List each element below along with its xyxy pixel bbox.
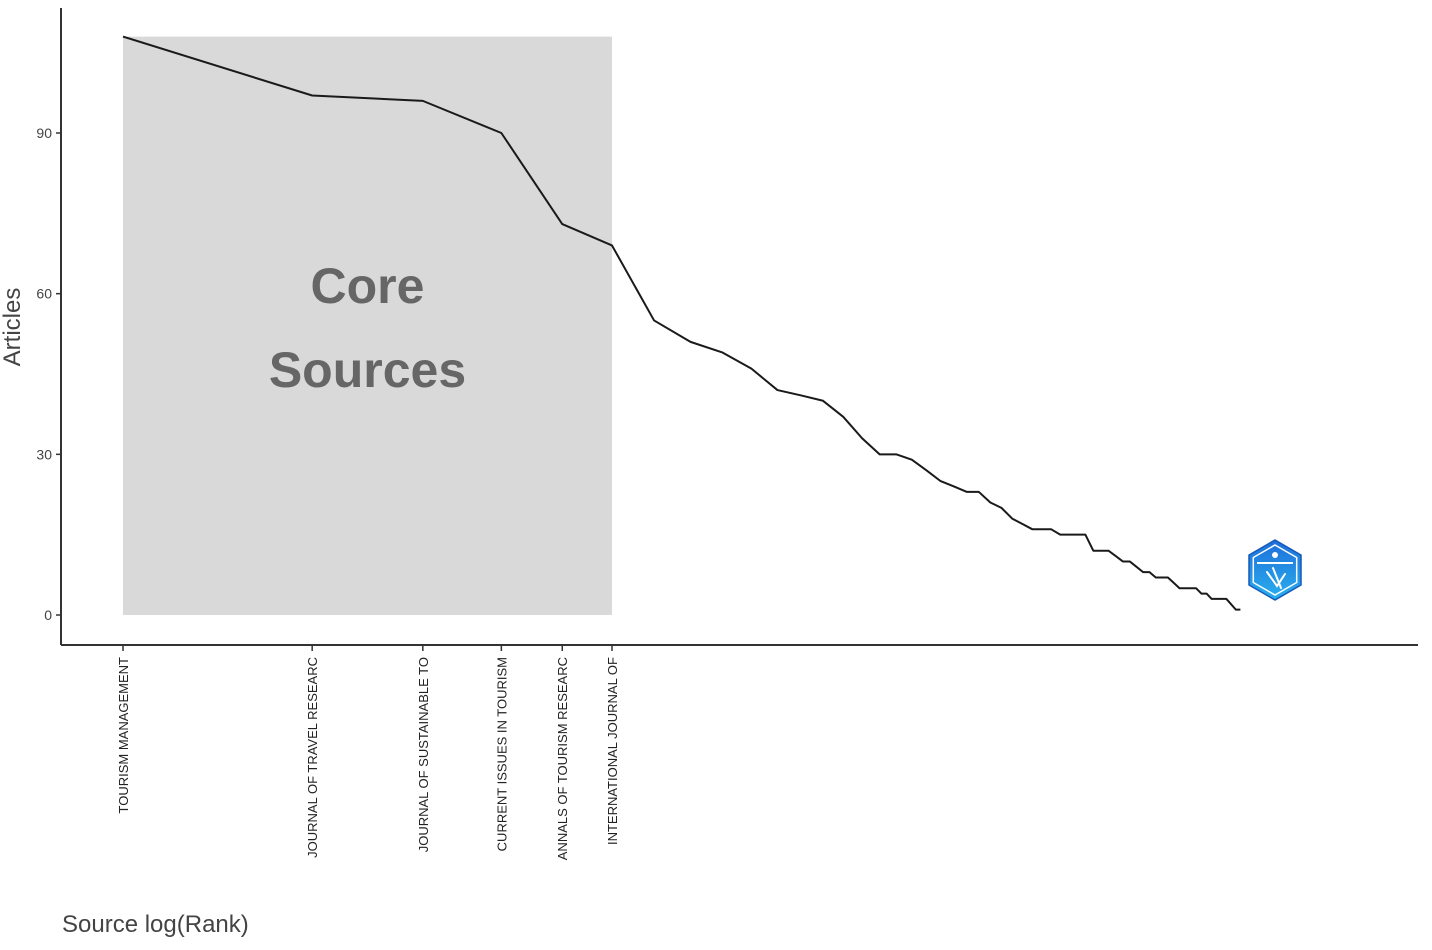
x-axis-ticks: TOURISM MANAGEMENT JOURNAL OF TRAVEL RESE… bbox=[116, 645, 620, 860]
x-axis-title: Source log(Rank) bbox=[62, 911, 249, 938]
x-tick-label: JOURNAL OF SUSTAINABLE TO bbox=[416, 657, 431, 852]
logo-hexagon-inner bbox=[1252, 544, 1298, 596]
core-sources-rect bbox=[123, 36, 612, 616]
core-sources-label-line: Sources bbox=[269, 342, 466, 398]
x-tick-label: ANNALS OF TOURISM RESEARC bbox=[555, 657, 570, 860]
core-sources-region: Core Sources bbox=[123, 36, 612, 616]
x-tick-label: INTERNATIONAL JOURNAL OF bbox=[605, 657, 620, 845]
logo-hexagon-outer bbox=[1248, 539, 1302, 601]
series-line-group bbox=[122, 35, 1241, 611]
x-tick-label: TOURISM MANAGEMENT bbox=[116, 657, 131, 814]
logo-dot bbox=[1272, 552, 1278, 558]
hexagon-logo-icon bbox=[1248, 539, 1302, 601]
y-axis-title: Articles bbox=[0, 288, 26, 367]
axes bbox=[60, 8, 1418, 646]
x-tick-label: JOURNAL OF TRAVEL RESEARC bbox=[305, 657, 320, 858]
articles-series-line bbox=[122, 35, 1241, 611]
y-tick-label: 0 bbox=[44, 607, 52, 623]
y-tick-label: 60 bbox=[36, 286, 52, 302]
y-tick-label: 30 bbox=[36, 446, 52, 462]
core-sources-label-line: Core bbox=[311, 258, 425, 314]
y-tick-label: 90 bbox=[36, 125, 52, 141]
y-axis-ticks: 0 30 60 90 bbox=[36, 125, 61, 623]
x-tick-label: CURRENT ISSUES IN TOURISM bbox=[494, 657, 509, 851]
logo-glyph bbox=[1266, 567, 1286, 589]
